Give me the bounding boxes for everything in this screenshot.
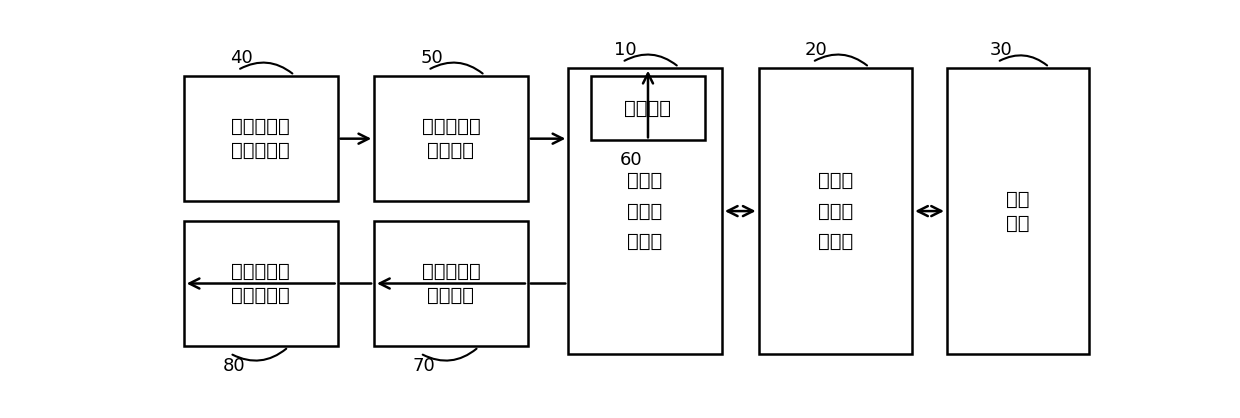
Text: 四通道数模: 四通道数模 [422, 262, 480, 281]
FancyBboxPatch shape [374, 76, 528, 201]
Text: 80: 80 [222, 357, 244, 375]
Text: 70: 70 [413, 357, 435, 375]
Text: 磁盘: 磁盘 [1006, 189, 1029, 209]
Text: 转换模块: 转换模块 [428, 141, 475, 160]
Text: 50: 50 [420, 49, 443, 67]
Text: 高性能: 高性能 [817, 171, 853, 190]
Text: 阵列: 阵列 [1006, 214, 1029, 233]
FancyBboxPatch shape [374, 221, 528, 346]
Text: 转换模块: 转换模块 [428, 286, 475, 305]
Text: 上变频模块: 上变频模块 [232, 286, 290, 305]
Text: 高性能: 高性能 [627, 171, 662, 190]
FancyBboxPatch shape [759, 68, 913, 354]
FancyBboxPatch shape [947, 68, 1089, 354]
FancyBboxPatch shape [184, 221, 337, 346]
Text: 信号分: 信号分 [817, 201, 853, 221]
Text: 四通道射频: 四通道射频 [232, 117, 290, 136]
Text: 下变频模块: 下变频模块 [232, 141, 290, 160]
Text: 信号处: 信号处 [627, 201, 662, 221]
FancyBboxPatch shape [184, 76, 337, 201]
Text: 理模块: 理模块 [627, 232, 662, 251]
Text: 四通道射频: 四通道射频 [232, 262, 290, 281]
FancyBboxPatch shape [568, 68, 722, 354]
Text: 四通道模数: 四通道模数 [422, 117, 480, 136]
Text: 20: 20 [805, 41, 827, 59]
Text: 60: 60 [620, 150, 642, 168]
Text: 授时模块: 授时模块 [625, 99, 672, 117]
Text: 30: 30 [990, 41, 1012, 59]
FancyBboxPatch shape [591, 76, 704, 140]
Text: 析模块: 析模块 [817, 232, 853, 251]
Text: 10: 10 [614, 41, 637, 59]
Text: 40: 40 [229, 49, 253, 67]
